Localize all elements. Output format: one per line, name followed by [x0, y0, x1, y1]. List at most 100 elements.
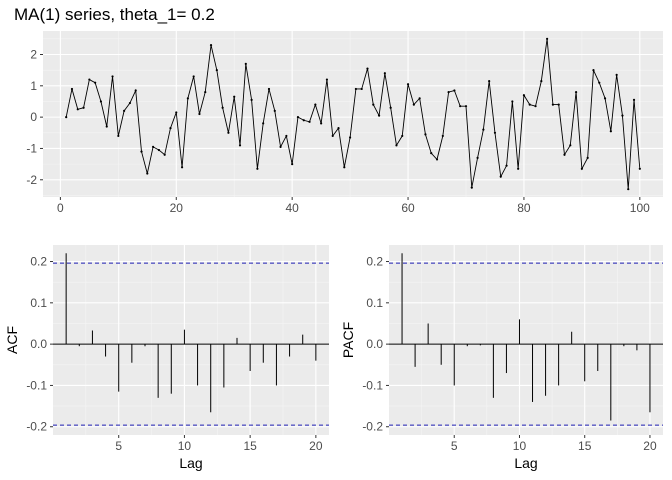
series-point	[482, 128, 485, 131]
pacf-y-tick-label: 0.1	[366, 296, 383, 310]
pacf-panel: 5 10 15 20 -0.2 -0.1 0.0 0.1 0.2 Lag PACF	[340, 245, 663, 471]
series-point	[441, 134, 444, 138]
series-point	[569, 144, 572, 147]
acf-x-tick-label: 10	[178, 439, 192, 453]
acf-y-tick-label: -0.1	[26, 378, 47, 392]
series-y-tick-label: -2	[26, 173, 37, 187]
series-point	[534, 105, 537, 108]
series-point	[389, 106, 392, 109]
series-point	[447, 90, 450, 94]
pacf-x-tick-label: 5	[451, 439, 458, 453]
series-point	[291, 163, 294, 166]
series-point	[418, 97, 421, 100]
series-point	[470, 186, 473, 189]
series-point	[296, 116, 300, 119]
series-point	[65, 116, 68, 119]
series-point	[406, 83, 410, 86]
acf-y-tick-label: 0.1	[30, 296, 47, 310]
pacf-x-tick-label: 10	[513, 439, 527, 453]
series-point	[134, 89, 137, 92]
series-point	[82, 106, 85, 109]
series-point	[233, 95, 236, 98]
series-point	[412, 103, 415, 106]
acf-panel-background	[53, 245, 329, 435]
series-point	[343, 166, 346, 169]
series-x-tick-label: 40	[285, 201, 299, 215]
series-point	[528, 103, 531, 106]
series-point	[517, 167, 520, 170]
series-point	[424, 133, 427, 136]
series-point	[157, 148, 160, 152]
series-point	[574, 90, 578, 94]
series-point	[227, 131, 230, 134]
series-point	[209, 43, 213, 47]
series-point	[638, 167, 641, 170]
series-point	[435, 158, 439, 161]
series-point	[383, 72, 386, 75]
pacf-y-tick-label: -0.2	[362, 420, 383, 434]
series-point	[146, 172, 149, 175]
series-point	[123, 109, 126, 112]
series-point	[111, 75, 114, 78]
series-point	[215, 69, 218, 72]
series-point	[302, 119, 305, 122]
series-point	[279, 145, 282, 148]
series-point	[621, 114, 624, 117]
series-point	[459, 105, 462, 108]
series-point	[128, 101, 132, 105]
series-point	[430, 152, 433, 155]
series-point	[493, 131, 497, 134]
series-point	[632, 98, 636, 102]
pacf-x-tick-label: 20	[643, 439, 657, 453]
series-point	[308, 120, 311, 123]
series-line	[65, 38, 641, 190]
series-point	[586, 156, 589, 159]
series-point	[331, 134, 334, 138]
acf-x-tick-label: 5	[115, 439, 122, 453]
series-point	[151, 145, 155, 148]
series-panel: 0 20 40 60 80 100 -2 -1 0 1 2	[26, 31, 663, 215]
series-point	[198, 112, 201, 116]
series-point	[354, 87, 357, 91]
series-point	[592, 69, 595, 72]
series-point	[94, 81, 97, 84]
series-point	[221, 106, 224, 109]
series-point	[546, 37, 549, 40]
series-point	[204, 90, 207, 94]
series-point	[76, 108, 79, 111]
acf-y-tick-label: 0.0	[30, 337, 47, 351]
series-point	[267, 87, 271, 91]
series-point	[377, 114, 381, 117]
series-point	[70, 87, 74, 91]
pacf-y-tick-label: 0.0	[366, 337, 383, 351]
series-point	[180, 166, 184, 169]
series-point	[557, 103, 560, 106]
series-y-tick-label: -1	[26, 141, 37, 155]
series-point	[395, 144, 398, 147]
series-x-tick-label: 100	[630, 201, 650, 215]
series-point	[273, 109, 276, 112]
series-x-tick-label: 0	[57, 201, 64, 215]
series-point	[476, 156, 479, 159]
series-point	[88, 78, 91, 81]
acf-x-tick-label: 20	[309, 439, 323, 453]
series-point	[563, 153, 566, 156]
pacf-panel-background	[389, 245, 663, 435]
series-point	[186, 97, 189, 100]
series-point	[244, 62, 247, 65]
series-point	[117, 134, 120, 138]
pacf-y-tick-label: 0.2	[366, 255, 383, 269]
acf-y-axis-label: ACF	[4, 326, 20, 354]
series-point	[540, 80, 543, 83]
chart-title: MA(1) series, theta_1= 0.2	[14, 5, 215, 24]
acf-x-tick-label: 15	[243, 439, 257, 453]
series-point	[337, 126, 340, 130]
pacf-x-axis-label: Lag	[514, 455, 537, 471]
series-point	[551, 103, 555, 106]
series-point	[238, 144, 242, 147]
series-point	[366, 67, 369, 70]
series-point	[325, 78, 329, 81]
series-point	[256, 167, 259, 170]
series-point	[99, 100, 103, 103]
